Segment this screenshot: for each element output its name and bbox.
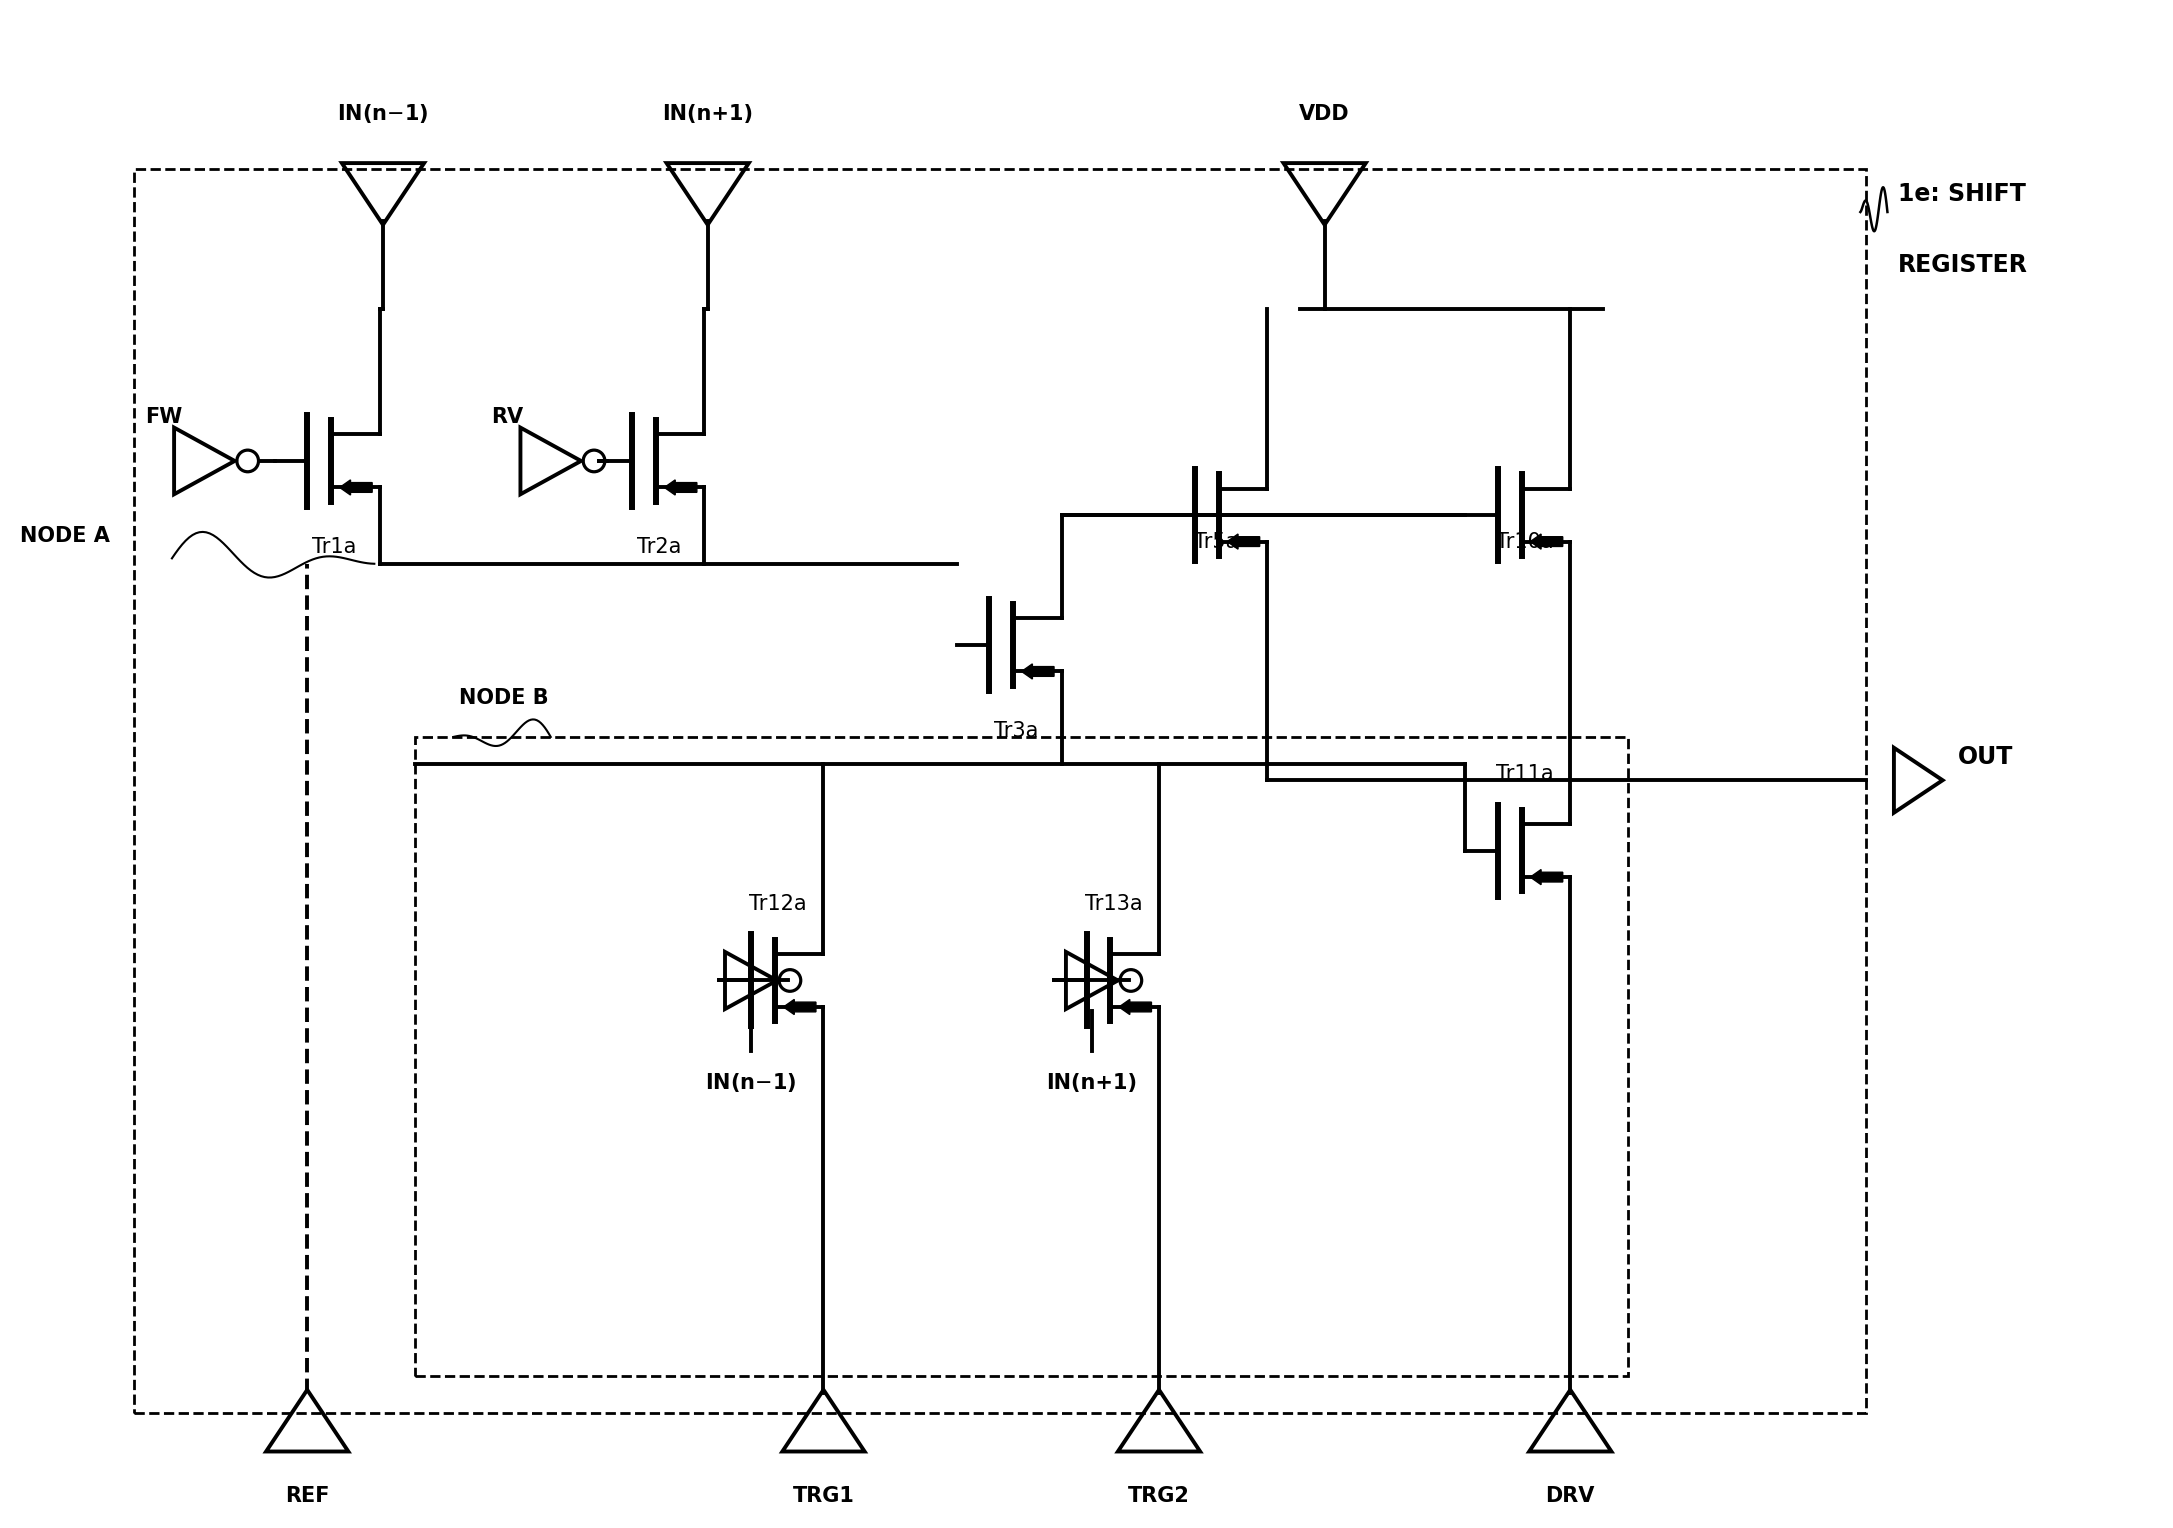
Text: DRV: DRV [1545,1487,1595,1507]
Text: Tr5a: Tr5a [1195,532,1239,552]
Text: Tr3a: Tr3a [993,721,1039,741]
Text: Tr10a: Tr10a [1495,532,1554,552]
FancyArrow shape [1530,533,1562,549]
Text: IN(n$-$1): IN(n$-$1) [706,1071,797,1094]
Text: IN(n+1): IN(n+1) [663,104,754,124]
FancyArrow shape [1021,663,1054,678]
Bar [135,168,1867,1413]
Text: Tr1a: Tr1a [313,536,356,556]
Text: REF: REF [285,1487,330,1507]
Text: RV: RV [491,406,524,426]
Text: Tr11a: Tr11a [1495,764,1554,784]
Text: REGISTER: REGISTER [1899,252,2027,277]
Text: 1e: SHIFT: 1e: SHIFT [1899,182,2025,206]
Bar [415,736,1628,1375]
Text: TRG2: TRG2 [1128,1487,1191,1507]
Text: OUT: OUT [1958,746,2012,769]
FancyArrow shape [339,480,372,495]
Text: VDD: VDD [1299,104,1349,124]
FancyArrow shape [665,480,698,495]
Text: Tr12a: Tr12a [750,894,806,914]
Text: FW: FW [146,406,183,426]
Text: IN(n+1): IN(n+1) [1047,1073,1136,1093]
FancyArrow shape [1530,869,1562,885]
Text: NODE A: NODE A [20,526,111,545]
FancyArrow shape [1119,999,1152,1015]
Text: Tr2a: Tr2a [637,536,680,556]
FancyArrow shape [784,999,815,1015]
Text: NODE B: NODE B [459,689,548,709]
FancyArrow shape [1228,533,1260,549]
Text: IN(n$-$1): IN(n$-$1) [337,102,428,125]
Text: TRG1: TRG1 [793,1487,854,1507]
Text: Tr13a: Tr13a [1084,894,1143,914]
